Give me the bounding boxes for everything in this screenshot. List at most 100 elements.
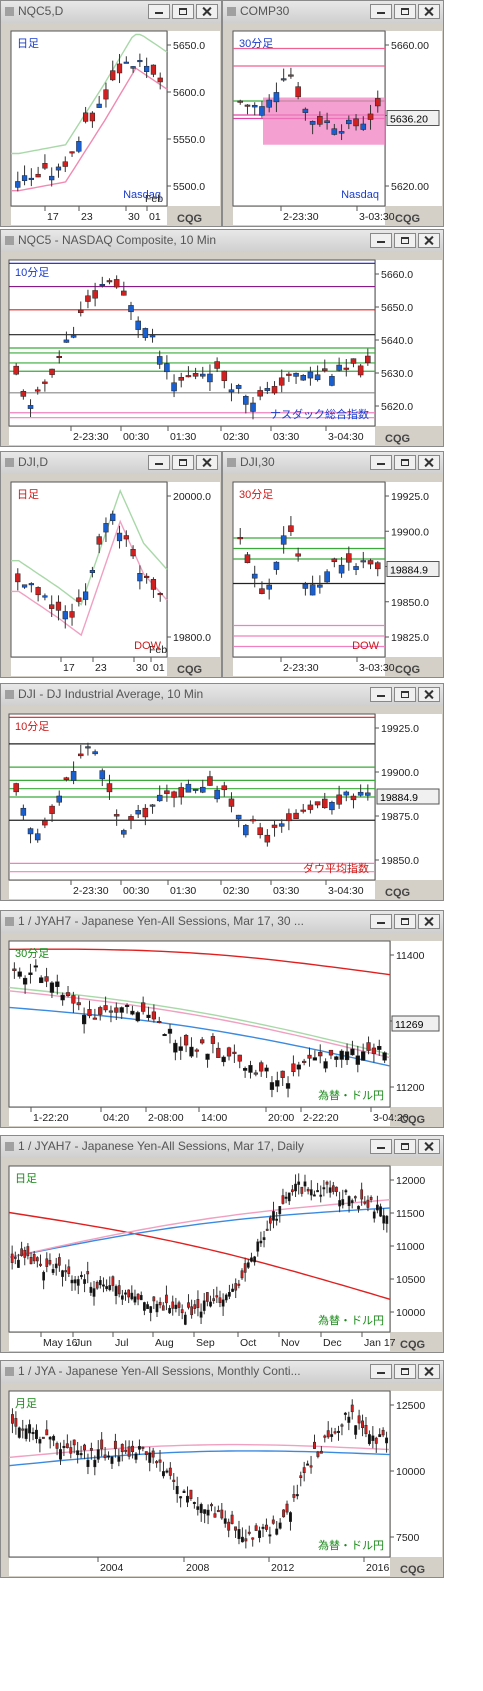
candle-body [42, 381, 48, 384]
chart-window-comp-30min[interactable]: COMP30 5660.005640.005620.005636.202-23:… [222, 0, 444, 227]
candle-body [72, 1439, 76, 1446]
window-icon [5, 236, 14, 245]
moving-average-line [8, 986, 391, 1056]
candle-body [319, 1194, 323, 1197]
window-titlebar[interactable]: 1 / JYAH7 - Japanese Yen-All Sessions, M… [1, 911, 443, 933]
close-button[interactable] [418, 687, 440, 702]
candle-body [158, 1459, 162, 1463]
maximize-button[interactable] [394, 455, 416, 470]
candle-body [83, 1444, 86, 1451]
candle-body [48, 1260, 52, 1265]
close-button[interactable] [418, 1139, 440, 1154]
highlight-band [263, 97, 385, 145]
candle-body [309, 584, 316, 596]
maximize-button[interactable] [394, 1139, 416, 1154]
candle-body [200, 1039, 205, 1044]
moving-average-line [11, 33, 168, 155]
chart-window-nqc5-daily[interactable]: NQC5,D 5650.0 5600.0 5550.0 5500.0 17 23 30 01 F… [0, 0, 222, 227]
price-chart[interactable]: 114001130011200112691-22:2004:202-08:001… [1, 911, 445, 1129]
price-chart[interactable]: 20000.0 19800.0 17 23 30 01 Feb 日足 DOW CQG [1, 452, 223, 679]
candle-body [306, 1188, 310, 1192]
candle-body [28, 972, 33, 975]
close-button[interactable] [196, 455, 218, 470]
candle-body [20, 390, 27, 397]
minimize-button[interactable] [370, 914, 392, 929]
candle-body [297, 1181, 301, 1185]
maximize-button[interactable] [394, 4, 416, 19]
price-chart[interactable]: 19925.019900.019875.019850.019825.019884… [223, 452, 445, 679]
price-chart[interactable]: 19925.0 19900.0 19875.0 19850.0 19884.9 2-23:… [1, 684, 445, 902]
maximize-button[interactable] [394, 1364, 416, 1379]
window-titlebar[interactable]: COMP30 [223, 1, 443, 23]
x-axis-area [9, 1108, 390, 1126]
minimize-button[interactable] [148, 4, 170, 19]
window-titlebar[interactable]: DJI - DJ Industrial Average, 10 Min [1, 684, 443, 706]
cqg-logo: CQG [400, 1339, 425, 1351]
chart-window-jpy-monthly[interactable]: 1 / JYA - Japanese Yen-All Sessions, Mon… [0, 1360, 444, 1578]
candle-body [350, 1200, 354, 1203]
chart-window-nasdaq-10min[interactable]: NQC5 - NASDAQ Composite, 10 Min 5660.0 56… [0, 229, 444, 447]
candle-body [173, 1042, 178, 1053]
candle-body [365, 792, 371, 796]
window-titlebar[interactable]: DJI,D [1, 452, 221, 474]
x-axis-area [11, 207, 167, 225]
candle-body [59, 1449, 62, 1460]
minimize-button[interactable] [370, 455, 392, 470]
candle-body [221, 1299, 225, 1307]
candle-body [347, 1416, 351, 1423]
window-titlebar[interactable]: 1 / JYAH7 - Japanese Yen-All Sessions, M… [1, 1136, 443, 1158]
candle-body [353, 118, 359, 127]
price-chart[interactable]: 5660.005640.005620.005636.202-23:303-03:… [223, 1, 445, 228]
window-titlebar[interactable]: DJI,30 [223, 452, 443, 474]
window-titlebar[interactable]: NQC5 - NASDAQ Composite, 10 Min [1, 230, 443, 252]
chart-window-dji-daily[interactable]: DJI,D 20000.0 19800.0 17 23 30 01 Feb 日足 DOW CQG [0, 451, 222, 678]
candle-body [20, 1248, 23, 1256]
candle-body [353, 566, 359, 570]
candle-body [331, 1185, 335, 1192]
chart-window-jpy-30min[interactable]: 1 / JYAH7 - Japanese Yen-All Sessions, M… [0, 910, 444, 1128]
minimize-button[interactable] [370, 4, 392, 19]
close-button[interactable] [418, 914, 440, 929]
candle-body [271, 1519, 275, 1524]
price-chart[interactable]: 5660.0 5650.0 5640.0 5630.0 5620.0 2-23:30 00:… [1, 230, 445, 448]
candle-body [131, 1445, 135, 1453]
price-chart[interactable]: 5650.0 5600.0 5550.0 5500.0 17 23 30 01 Feb 日足 Nas… [1, 1, 223, 228]
candle-body [336, 364, 342, 371]
minimize-button[interactable] [370, 1139, 392, 1154]
chart-window-jpy-daily[interactable]: 1 / JYAH7 - Japanese Yen-All Sessions, M… [0, 1135, 444, 1353]
window-titlebar[interactable]: 1 / JYA - Japanese Yen-All Sessions, Mon… [1, 1361, 443, 1383]
minimize-button[interactable] [370, 233, 392, 248]
maximize-button[interactable] [394, 914, 416, 929]
x-tick-label: 23 [95, 662, 107, 674]
window-titlebar[interactable]: NQC5,D [1, 1, 221, 23]
maximize-button[interactable] [172, 455, 194, 470]
minimize-button[interactable] [370, 687, 392, 702]
candle-body [86, 1459, 90, 1467]
minimize-button[interactable] [148, 455, 170, 470]
maximize-button[interactable] [394, 687, 416, 702]
close-button[interactable] [196, 4, 218, 19]
candle-body [172, 1479, 176, 1482]
close-button[interactable] [418, 455, 440, 470]
x-tick-label: 17 [47, 211, 59, 223]
minimize-button[interactable] [370, 1364, 392, 1379]
candle-body [21, 175, 28, 181]
maximize-button[interactable] [172, 4, 194, 19]
chart-window-dji-10min[interactable]: DJI - DJ Industrial Average, 10 Min 1992… [0, 683, 444, 901]
candle-body [146, 1304, 149, 1310]
maximize-button[interactable] [394, 233, 416, 248]
close-button[interactable] [418, 233, 440, 248]
chart-window-dji-30min[interactable]: DJI,30 19925.019900.019875.019850.019825… [222, 451, 444, 678]
candle-body [254, 1525, 258, 1531]
candle-body [374, 562, 381, 570]
symbol-label: 為替・ドル円 [318, 1313, 384, 1327]
candle-body [237, 1283, 241, 1286]
candle-body [275, 1528, 279, 1535]
candle-body [157, 77, 163, 83]
close-button[interactable] [418, 4, 440, 19]
x-tick-label: May 16 [43, 1337, 78, 1349]
close-button[interactable] [418, 1364, 440, 1379]
candle-body [42, 1272, 45, 1281]
